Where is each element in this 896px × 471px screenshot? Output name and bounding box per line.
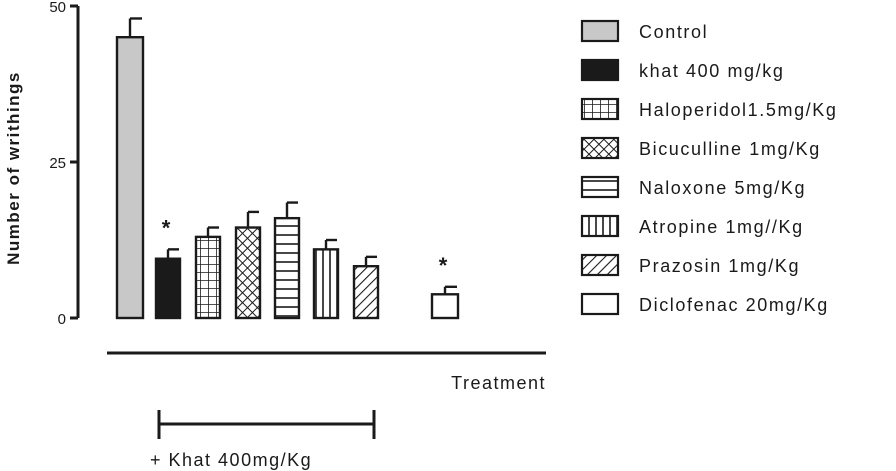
legend-label: Diclofenac 20mg/Kg [639,295,829,315]
legend-label: Bicuculline 1mg/Kg [639,139,821,159]
bar-group [194,226,222,320]
y-axis: 0 25 50 [49,0,80,328]
legend-item: Haloperidol1.5mg/Kg [580,97,838,121]
bar-group [234,210,262,320]
legend-item: Naloxone 5mg/Kg [580,175,806,199]
bar-group: * [430,253,460,320]
significance-marker: * [439,253,448,278]
legend-swatch [580,97,620,121]
significance-marker: * [162,215,171,240]
legend-label: Haloperidol1.5mg/Kg [639,100,838,120]
legend-swatch [580,19,620,43]
bar [115,36,145,320]
legend-item: Diclofenac 20mg/Kg [580,292,829,316]
legend-label: Naloxone 5mg/Kg [639,178,806,198]
khat-bracket [157,410,376,439]
bar [430,293,460,320]
legend-item: Atropine 1mg//Kg [580,214,804,238]
bar [234,226,262,320]
y-tick-label: 0 [58,311,66,328]
legend-item: Prazosin 1mg/Kg [580,253,800,277]
bar-group [273,201,301,320]
bar [194,235,222,320]
legend-swatch [580,214,620,238]
legend-label: Atropine 1mg//Kg [639,217,804,237]
bar-group [352,255,380,320]
legend: Control khat 400 mg/kg Haloperidol1.5mg/Kg… [580,19,838,316]
legend-swatch [580,136,620,160]
y-axis-title: Number of writhings [4,71,23,265]
legend-item: khat 400 mg/kg [580,58,784,82]
bar [154,257,182,320]
y-tick-label: 25 [49,155,66,172]
bracket-label: + Khat 400mg/Kg [150,450,312,470]
y-tick-label: 50 [49,0,66,16]
bar-group [115,17,145,320]
legend-item: Control [580,19,708,43]
legend-swatch [580,292,620,316]
bar [312,248,340,320]
bar-group [312,238,340,320]
legend-swatch [580,58,620,82]
bar [352,265,380,320]
legend-label: khat 400 mg/kg [639,61,784,81]
x-axis-title: Treatment [451,373,546,393]
bar-group: * [154,215,182,320]
bar [273,216,301,320]
legend-swatch [580,253,620,277]
bars-group: ** [115,17,460,320]
legend-item: Bicuculline 1mg/Kg [580,136,821,160]
legend-label: Control [639,22,708,42]
legend-label: Prazosin 1mg/Kg [639,256,800,276]
legend-swatch [580,175,620,199]
